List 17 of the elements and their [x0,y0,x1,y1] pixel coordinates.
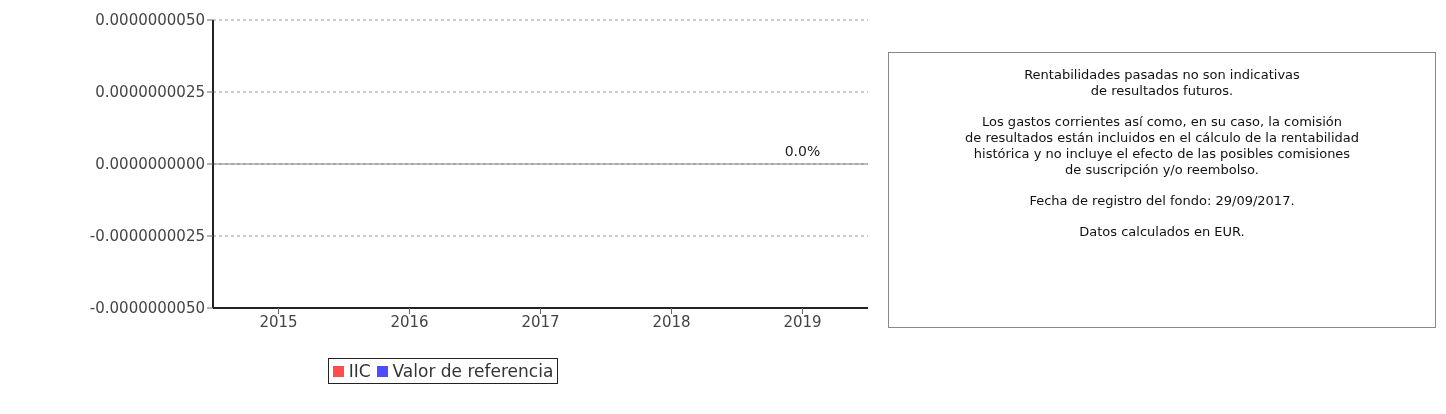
x-tick-label: 2016 [390,312,429,331]
x-tick-label: 2017 [521,312,560,331]
x-tick-label: 2018 [652,312,691,331]
y-tick-label: -0.0000000050 [89,299,205,318]
y-tick-label: 0.0000000050 [95,11,205,30]
legend-label: IIC [348,361,371,381]
legend-label: Valor de referencia [392,361,554,381]
text: Los gastos corrientes así como, en su caso, la comisión de resultados están incluidos en el cálculo de la rentabilidad histórica y no incluye el efecto de las posibles comisiones de suscripción y/o reembolso. [964,114,1360,178]
data-label: 0.0% [784,143,821,159]
y-tick-label: 0.0000000000 [95,155,205,174]
text: Datos calculados en EUR. [1078,224,1246,240]
text: Fecha de registro del fondo: 29/09/2017. [1028,193,1296,209]
x-tick-label: 2015 [259,312,298,331]
text: Rentabilidades pasadas no son indicativas de resultados futuros. [1023,67,1301,99]
y-tick-label: -0.0000000025 [89,227,205,246]
x-tick-label: 2019 [783,312,822,331]
y-tick-label: 0.0000000025 [95,83,205,102]
